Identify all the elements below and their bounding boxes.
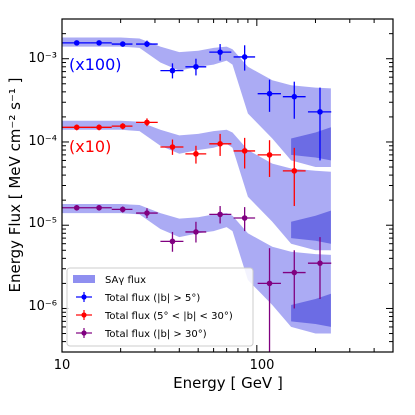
- point-marker: [217, 211, 223, 218]
- data-point: [62, 204, 91, 211]
- legend-swatch-band: [73, 275, 95, 283]
- data-point: [185, 145, 207, 164]
- sa-flux-band-inner: [291, 210, 331, 244]
- point-marker: [291, 168, 298, 174]
- data-point: [160, 231, 184, 252]
- point-marker: [266, 152, 273, 158]
- data-point: [233, 45, 256, 71]
- point-marker: [119, 123, 126, 129]
- data-point: [62, 124, 91, 131]
- point-marker: [291, 93, 298, 100]
- series-layer: [62, 40, 332, 352]
- data-point: [209, 133, 232, 156]
- data-point: [160, 63, 184, 79]
- point-marker: [119, 206, 126, 213]
- point-marker: [193, 63, 199, 70]
- y-tick-label: 10⁻⁵: [28, 216, 57, 231]
- point-marker: [217, 141, 223, 147]
- data-point: [257, 248, 281, 352]
- point-marker: [266, 280, 273, 287]
- point-marker: [217, 49, 223, 55]
- legend-marker-b30: [76, 328, 92, 338]
- legend-marker-b5-30: [76, 310, 92, 320]
- data-point: [111, 123, 133, 130]
- y-tick-label: 10⁻⁶: [28, 299, 57, 314]
- legend-label: SAγ flux: [105, 275, 146, 286]
- point-marker: [144, 210, 150, 216]
- data-point: [233, 207, 256, 232]
- data-point: [136, 118, 158, 127]
- data-point: [233, 137, 256, 169]
- sa-flux-band-inner: [291, 293, 331, 327]
- data-point: [62, 40, 91, 46]
- point-marker: [96, 124, 102, 131]
- data-point: [160, 139, 184, 155]
- legend: SAγ flux Total flux (|b| > 5°) Total flu…: [66, 267, 254, 347]
- data-point: [307, 87, 332, 161]
- point-marker: [317, 260, 323, 266]
- data-point: [257, 140, 281, 177]
- point-marker: [241, 54, 248, 60]
- point-marker: [144, 41, 150, 47]
- x-tick-label: 100: [250, 358, 275, 373]
- data-point: [90, 124, 112, 131]
- legend-label: Total flux (|b| > 30°): [104, 329, 207, 340]
- y-tick-labels: 10⁻⁶ 10⁻⁵ 10⁻⁴ 10⁻³: [28, 51, 57, 314]
- point-marker: [73, 124, 80, 131]
- sa-flux-band-inner: [291, 127, 331, 161]
- point-marker: [291, 269, 298, 276]
- point-marker: [144, 119, 150, 126]
- x-axis-title: Energy [ GeV ]: [173, 374, 283, 392]
- point-marker: [241, 215, 248, 221]
- point-marker: [317, 109, 323, 115]
- point-marker: [96, 40, 102, 46]
- data-point: [185, 221, 207, 243]
- y-tick-label: 10⁻³: [28, 51, 57, 66]
- point-marker: [266, 90, 273, 97]
- legend-label: Total flux (5° < |b| < 30°): [104, 311, 233, 322]
- data-point: [257, 79, 281, 112]
- point-marker: [193, 151, 199, 157]
- y-axis-title: Energy Flux [ MeV cm⁻² s⁻¹ ]: [6, 78, 24, 293]
- data-point: [111, 206, 133, 213]
- point-marker: [193, 229, 199, 235]
- x-tick-label: 10: [54, 358, 71, 373]
- point-marker: [96, 204, 102, 211]
- annotation-x10: (x10): [69, 137, 111, 156]
- data-point: [90, 40, 112, 46]
- point-marker: [169, 67, 176, 74]
- data-point: [136, 40, 158, 48]
- legend-label: Total flux (|b| > 5°): [104, 293, 200, 304]
- data-point: [282, 147, 306, 207]
- legend-marker-b5: [76, 292, 92, 302]
- point-marker: [73, 204, 80, 211]
- data-point: [209, 44, 232, 61]
- point-marker: [119, 41, 126, 47]
- point-marker: [73, 40, 80, 46]
- annotation-x100: (x100): [69, 55, 122, 74]
- data-point: [111, 41, 133, 47]
- data-point: [90, 204, 112, 211]
- plot-frame: [61, 18, 394, 353]
- data-point: [185, 58, 207, 76]
- point-marker: [241, 148, 248, 154]
- data-point: [307, 237, 332, 299]
- point-marker: [169, 144, 176, 150]
- data-point: [209, 206, 232, 224]
- legend-box: [66, 267, 254, 347]
- x-tick-labels: 10 100: [54, 358, 275, 373]
- point-marker: [169, 238, 176, 245]
- data-point: [282, 81, 306, 119]
- y-tick-label: 10⁻⁴: [28, 134, 57, 149]
- data-point: [136, 208, 158, 219]
- data-point: [282, 250, 306, 309]
